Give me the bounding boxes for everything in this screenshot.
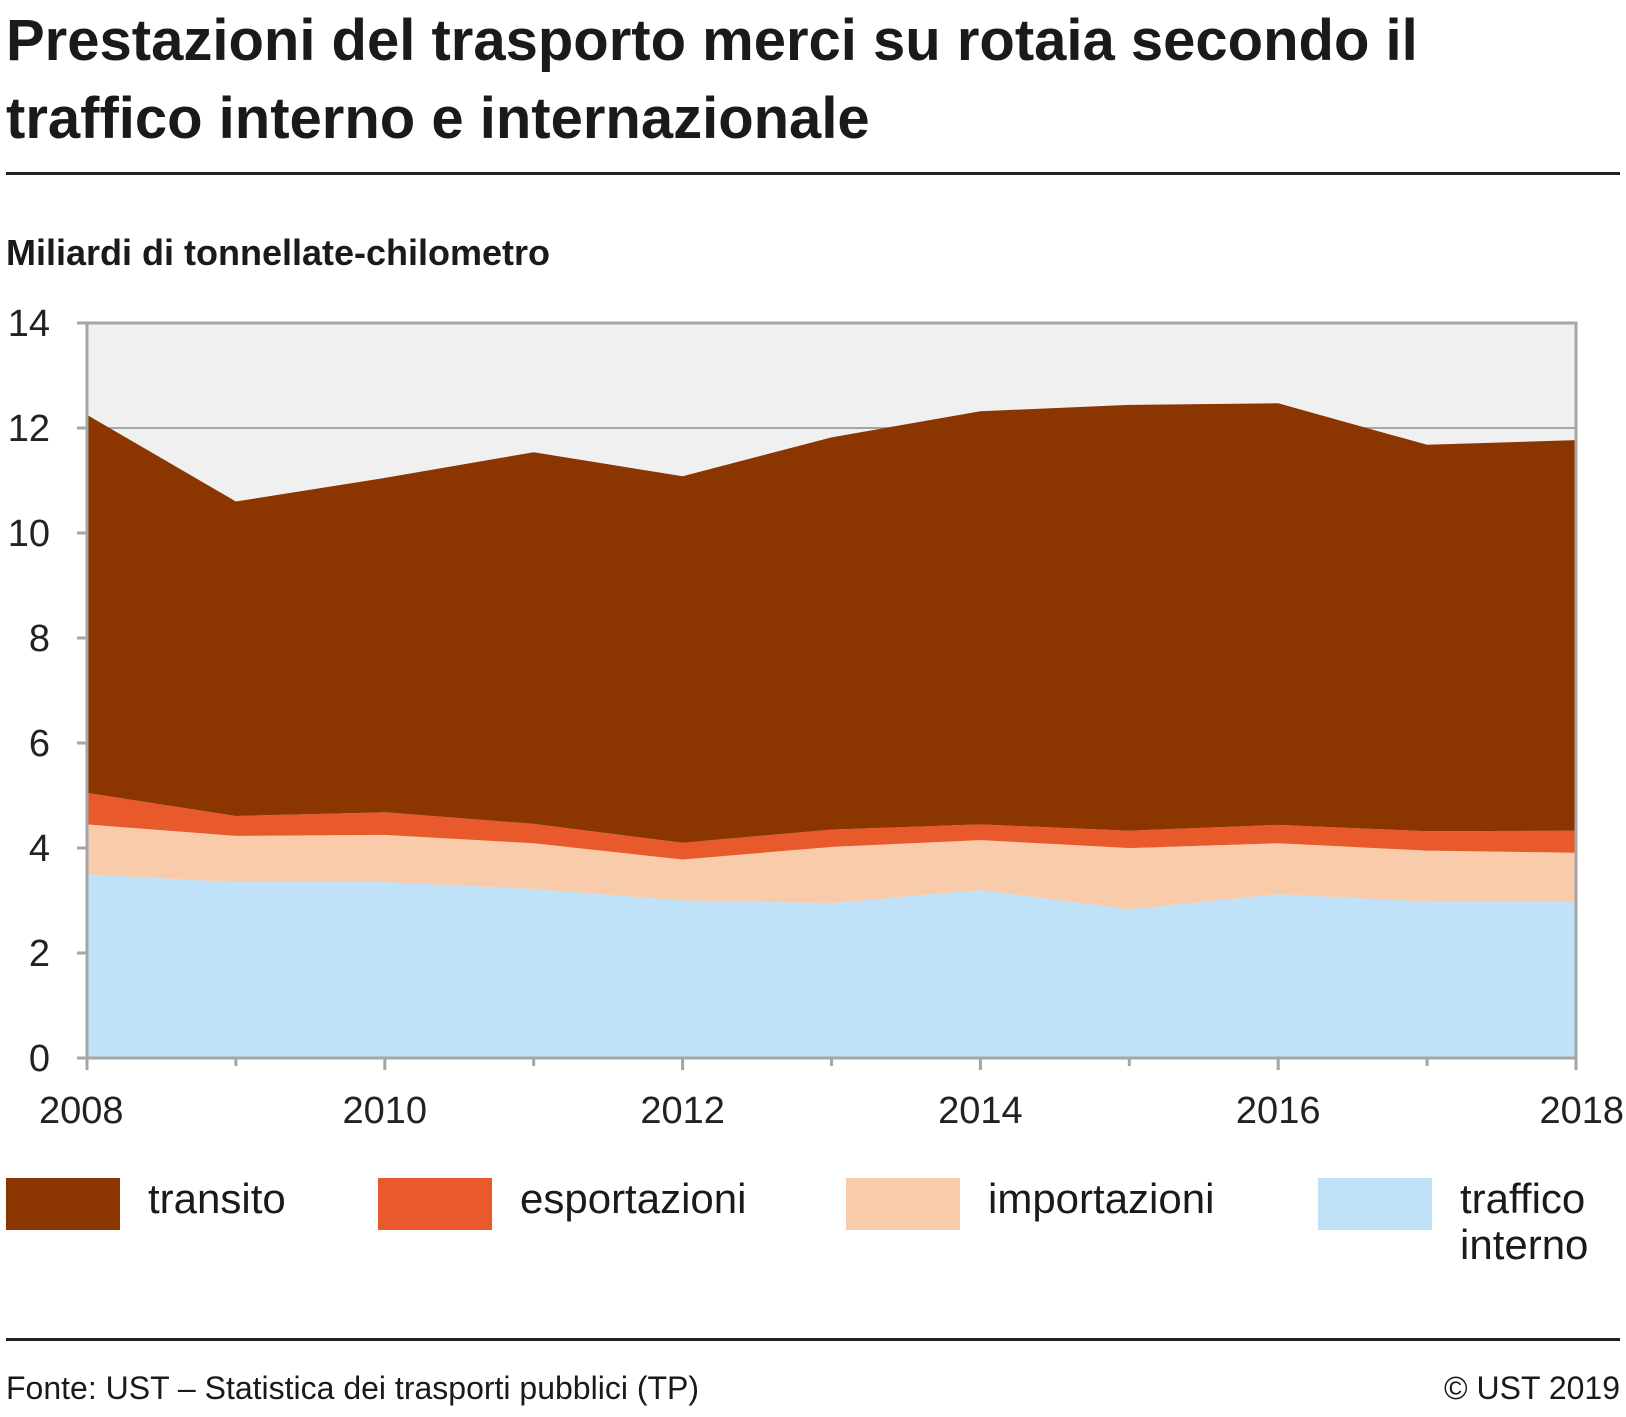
y-axis-unit-label: Miliardi di tonnellate-chilometro	[6, 232, 551, 273]
footer-divider	[6, 1338, 1620, 1341]
x-tick-label: 2014	[938, 1090, 1023, 1130]
y-tick-label: 6	[29, 723, 50, 765]
legend-label-transito: transito	[148, 1175, 286, 1222]
area-series-group	[87, 403, 1576, 1058]
legend-label-traffico-interno: traffico interno	[1460, 1175, 1589, 1268]
legend-label-esportazioni: esportazioni	[520, 1175, 747, 1222]
y-tick-label: 0	[29, 1038, 50, 1080]
chart-title: Prestazioni del trasporto merci su rotai…	[6, 8, 1418, 151]
source-note: Fonte: UST – Statistica dei trasporti pu…	[6, 1370, 700, 1406]
area-esportazioni	[87, 792, 1576, 860]
area-traffico-interno	[87, 874, 1576, 1058]
area-transito	[87, 403, 1576, 843]
x-tick-label: 2016	[1236, 1090, 1321, 1130]
x-tick-label: 2018	[1539, 1090, 1624, 1130]
y-tick-label: 4	[29, 828, 50, 870]
y-axis: 0 2 4 6 8 10 12 14	[8, 303, 89, 1080]
y-tick-label: 8	[29, 618, 50, 660]
stacked-area-chart: 2008 2010 2012 2014 2016 2018 0 2 4 6 8 10 12 14	[8, 303, 1624, 1130]
legend-swatch-transito	[6, 1178, 120, 1230]
y-tick-label: 12	[8, 408, 50, 450]
area-importazioni	[87, 824, 1576, 910]
x-tick-label: 2008	[39, 1090, 124, 1130]
y-tick-label: 2	[29, 933, 50, 975]
legend-label-importazioni: importazioni	[988, 1175, 1215, 1222]
legend-swatch-esportazioni	[378, 1178, 492, 1230]
title-divider	[6, 172, 1620, 175]
x-tick-label: 2010	[343, 1090, 428, 1130]
legend-swatch-importazioni	[846, 1178, 960, 1230]
y-tick-label: 14	[8, 303, 50, 345]
y-tick-label: 10	[8, 513, 50, 555]
legend-swatch-traffico-interno	[1318, 1178, 1432, 1230]
copyright-note: © UST 2019	[1444, 1370, 1620, 1406]
x-tick-label: 2012	[640, 1090, 725, 1130]
x-axis: 2008 2010 2012 2014 2016 2018	[39, 1056, 1624, 1130]
